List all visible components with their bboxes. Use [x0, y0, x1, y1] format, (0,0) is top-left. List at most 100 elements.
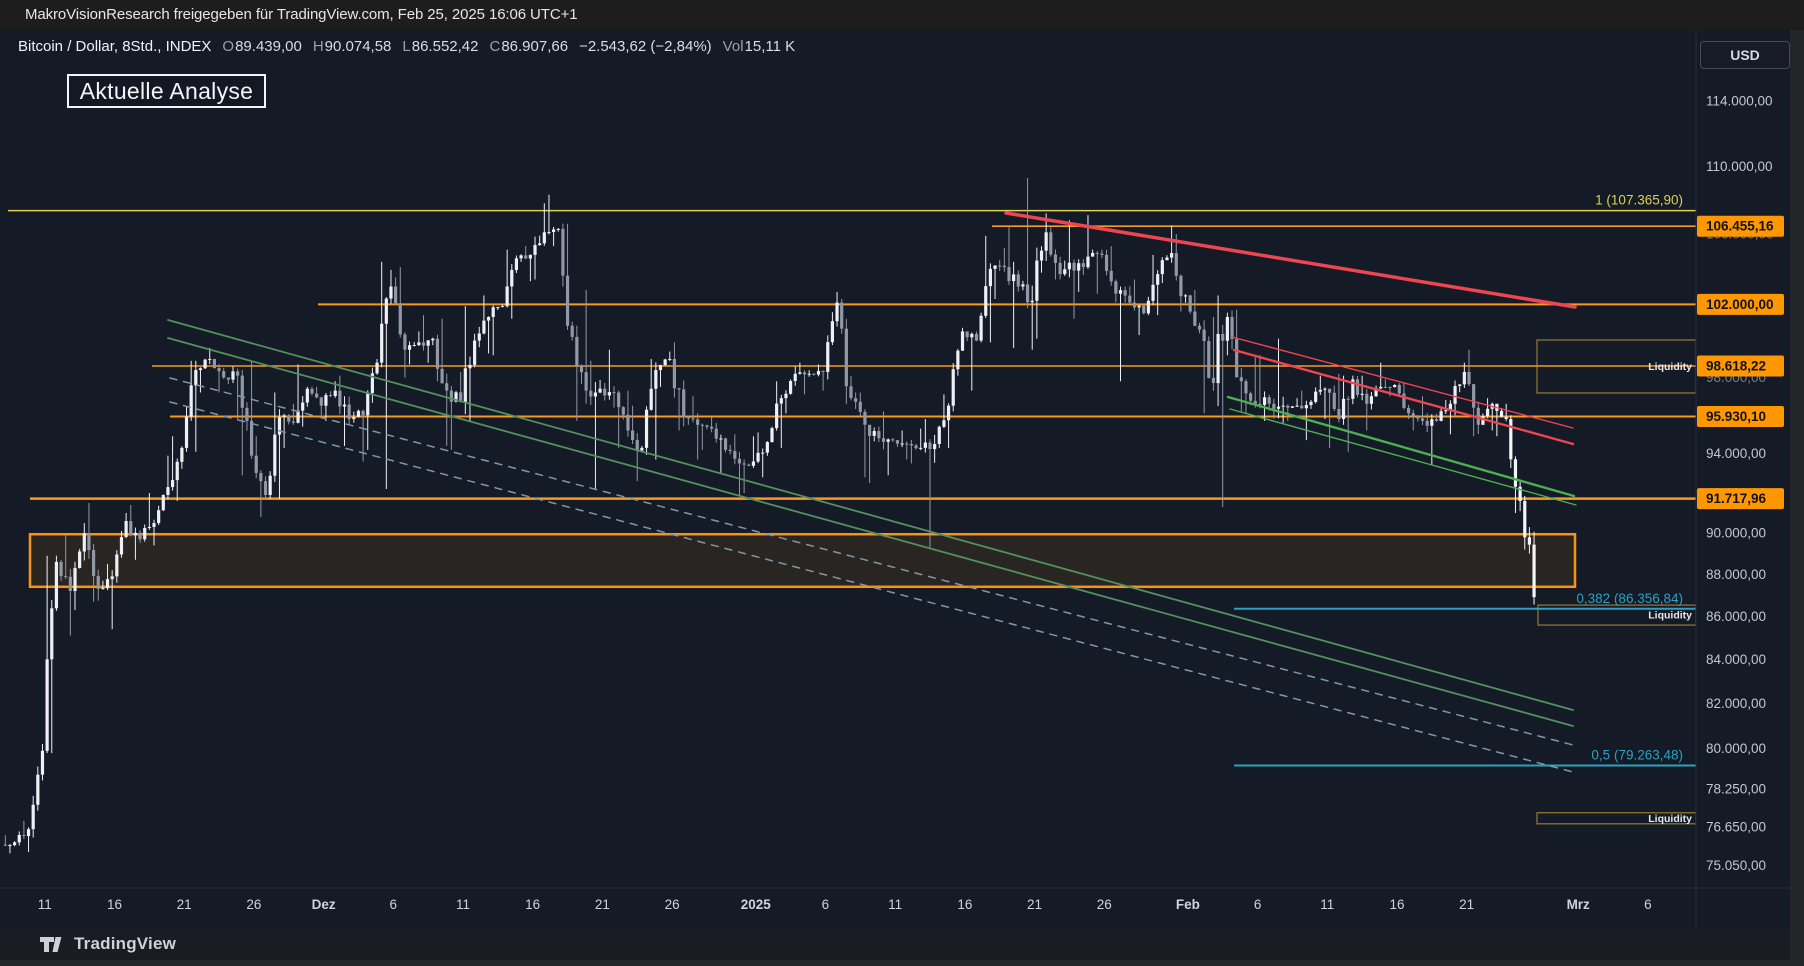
candle-body — [449, 390, 453, 402]
candle-body — [268, 475, 272, 496]
candle-body — [812, 373, 816, 375]
candle-body — [891, 439, 895, 441]
candle-body — [1225, 316, 1229, 341]
time-axis-label-18: 11 — [1320, 897, 1334, 912]
candle-body — [1197, 325, 1202, 330]
candle-body — [333, 390, 337, 396]
candle-body — [942, 420, 946, 427]
price-badge-4 — [1697, 488, 1784, 510]
change-value: −2.543,62 (−2,84%) — [579, 38, 712, 55]
candle-body — [1095, 252, 1099, 254]
candle-body — [956, 350, 960, 370]
candle-body — [584, 372, 588, 391]
price-badge-label-2: 98.618,22 — [1706, 359, 1766, 374]
candle-body — [533, 245, 537, 255]
candle-body — [714, 428, 718, 439]
time-axis-label-7: 16 — [525, 897, 540, 912]
candle-body — [538, 243, 542, 246]
candle-body — [835, 302, 839, 322]
candle-body — [751, 461, 756, 466]
candle-body — [421, 342, 426, 346]
candle-body — [756, 452, 760, 462]
candle-body — [677, 388, 681, 390]
candle-body — [305, 388, 309, 403]
price-axis[interactable]: 106.000,0098.000,0092.000,00106.455,1610… — [1697, 94, 1784, 873]
candle-body — [644, 409, 649, 448]
candle-body — [1086, 256, 1090, 268]
candle-body — [59, 561, 63, 577]
candle-body — [951, 369, 955, 406]
liquidity-box-2 — [1536, 812, 1696, 825]
candle-body — [821, 370, 825, 372]
candle-body — [524, 255, 528, 259]
candle-body — [301, 402, 305, 411]
candle-body — [1156, 274, 1160, 285]
candle-body — [175, 461, 179, 481]
candle-body — [658, 365, 663, 371]
candle-body — [1104, 254, 1109, 271]
candle-body — [240, 375, 244, 408]
candle-body — [849, 386, 853, 399]
candle-body — [491, 307, 495, 317]
candle-body — [1383, 386, 1387, 388]
candle-body — [426, 340, 430, 346]
candle-body — [612, 392, 616, 394]
candle-body — [254, 455, 258, 473]
candle-body — [68, 576, 72, 591]
candle-body — [993, 265, 997, 269]
tradingview-chart-widget: 1 (107.365,90) 0,382 (86.356,84) 0,5 (79.2… — [0, 30, 1790, 960]
candle-body — [1309, 401, 1313, 406]
candle-body — [858, 401, 862, 412]
symbol-title[interactable]: Bitcoin / Dollar, 8Std., INDEX — [18, 38, 212, 55]
candle-body — [928, 442, 932, 450]
trendline-5 — [167, 319, 1574, 711]
candle-body — [352, 417, 356, 420]
candle-body — [101, 588, 105, 590]
candle-body — [1430, 419, 1434, 426]
candle-body — [1406, 407, 1411, 414]
chart-canvas[interactable]: 1 (107.365,90) 0,382 (86.356,84) 0,5 (79.2… — [0, 30, 1790, 960]
candle-body — [417, 342, 421, 346]
candle-body — [686, 417, 690, 419]
candle-body — [765, 442, 769, 453]
time-axis-label-9: 26 — [665, 897, 680, 912]
price-badge-2 — [1697, 355, 1784, 377]
candle-body — [696, 419, 700, 425]
candle-body — [1072, 262, 1076, 271]
plot-area[interactable]: 1 (107.365,90) 0,382 (86.356,84) 0,5 (79.2… — [3, 177, 1696, 854]
candle-body — [1039, 250, 1044, 261]
tradingview-logo-icon[interactable] — [40, 933, 64, 955]
candle-body — [561, 228, 565, 276]
currency-toggle-button[interactable]: USD — [1700, 41, 1790, 69]
candle-body — [91, 550, 96, 576]
candle-body — [895, 440, 900, 444]
candle-body — [1230, 316, 1234, 339]
time-axis-label-19: 16 — [1389, 897, 1404, 912]
time-axis[interactable]: 11 16 21 26 Dez 6 11 16 21 26 2025 6 11 16 21 26 Feb 6 11 1… — [38, 897, 1652, 912]
candle-body — [788, 380, 793, 394]
candle-body — [640, 447, 644, 451]
price-axis-label-0: 114.000,00 — [1706, 94, 1773, 109]
candle-body — [1211, 377, 1216, 384]
candle-body — [1262, 397, 1267, 405]
candle-body — [36, 774, 40, 805]
ohlc-high: H90.074,58 — [312, 38, 392, 55]
candle-body — [1481, 416, 1485, 425]
candle-body — [542, 232, 546, 244]
candle-body — [64, 576, 68, 578]
candle-body — [54, 561, 59, 609]
candle-body — [1142, 305, 1146, 314]
candle-body — [50, 608, 54, 660]
candle-body — [979, 315, 983, 341]
candle-body — [700, 424, 704, 426]
candle-body — [389, 286, 393, 299]
candle-body — [946, 405, 951, 421]
time-axis-label-12: 11 — [888, 897, 902, 912]
candle-body — [635, 439, 639, 451]
candle-body — [384, 298, 388, 324]
candle-body — [1202, 329, 1206, 342]
time-axis-label-2: 21 — [177, 897, 192, 912]
candle-body — [1160, 260, 1164, 275]
candle-body — [1132, 302, 1137, 308]
tradingview-brand[interactable]: TradingView — [74, 934, 177, 953]
